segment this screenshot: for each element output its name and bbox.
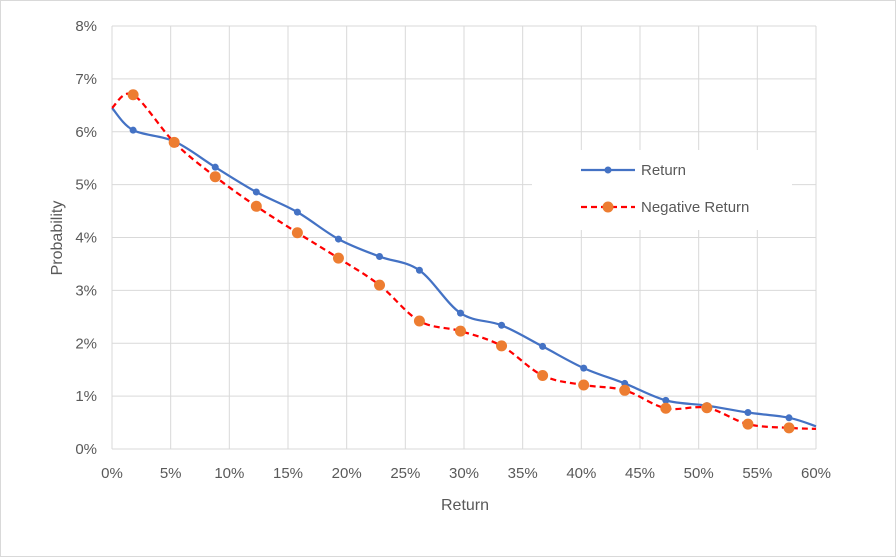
legend-label-return: Return bbox=[641, 162, 686, 179]
y-tick-label: 8% bbox=[75, 18, 97, 35]
data-point bbox=[129, 126, 137, 134]
x-tick-label: 50% bbox=[684, 465, 714, 482]
legend-label-negative-return: Negative Return bbox=[641, 199, 749, 216]
x-tick-label: 10% bbox=[214, 465, 244, 482]
data-point bbox=[413, 315, 425, 327]
x-tick-label: 60% bbox=[801, 465, 831, 482]
data-point bbox=[334, 235, 342, 243]
data-point bbox=[578, 379, 590, 391]
grid bbox=[111, 25, 817, 450]
x-tick-label: 55% bbox=[742, 465, 772, 482]
data-point bbox=[456, 309, 464, 317]
data-point bbox=[454, 325, 466, 337]
data-point bbox=[211, 163, 219, 171]
data-point bbox=[209, 171, 221, 183]
y-tick-label: 4% bbox=[75, 230, 97, 247]
data-point bbox=[374, 279, 386, 291]
x-tick-label: 35% bbox=[508, 465, 538, 482]
data-point bbox=[127, 89, 139, 101]
data-point bbox=[291, 227, 303, 239]
y-tick-label: 2% bbox=[75, 335, 97, 352]
y-tick-label: 3% bbox=[75, 282, 97, 299]
x-tick-label: 15% bbox=[273, 465, 303, 482]
x-tick-label: 5% bbox=[160, 465, 182, 482]
x-tick-labels: 0% 5% 10% 15% 20% 25% 30% 35% 40% 45% 50% 55% 60% bbox=[101, 465, 831, 482]
y-tick-labels: 0% 1% 2% 3% 4% 5% 6% 7% 8% bbox=[75, 18, 97, 458]
data-point bbox=[498, 321, 506, 329]
data-point bbox=[537, 370, 549, 382]
series-negative-return bbox=[111, 89, 817, 434]
x-tick-label: 25% bbox=[390, 465, 420, 482]
data-point bbox=[660, 402, 672, 414]
data-point bbox=[580, 364, 588, 372]
data-point bbox=[783, 422, 795, 434]
data-point bbox=[332, 252, 344, 264]
data-point bbox=[496, 340, 508, 352]
y-axis-title: Probability bbox=[49, 201, 66, 276]
legend-marker-negative-return bbox=[602, 201, 614, 213]
y-tick-label: 0% bbox=[75, 441, 97, 458]
y-tick-label: 1% bbox=[75, 388, 97, 405]
data-point bbox=[168, 136, 180, 148]
y-tick-label: 7% bbox=[75, 71, 97, 88]
data-point bbox=[250, 200, 262, 212]
data-point bbox=[293, 208, 301, 216]
x-axis-title: Return bbox=[441, 497, 489, 514]
y-tick-label: 5% bbox=[75, 177, 97, 194]
data-point bbox=[376, 253, 384, 261]
x-tick-label: 40% bbox=[566, 465, 596, 482]
data-point bbox=[744, 409, 752, 417]
data-point bbox=[539, 342, 547, 350]
legend: Return Negative Return bbox=[532, 150, 792, 230]
data-point bbox=[785, 414, 793, 422]
legend-marker-return bbox=[604, 166, 612, 174]
series-layer bbox=[111, 89, 817, 434]
data-point bbox=[415, 266, 423, 274]
legend-background bbox=[532, 150, 792, 230]
data-point bbox=[619, 384, 631, 396]
data-point bbox=[742, 418, 754, 430]
data-point bbox=[252, 188, 260, 196]
x-tick-label: 0% bbox=[101, 465, 123, 482]
x-tick-label: 20% bbox=[332, 465, 362, 482]
x-tick-label: 45% bbox=[625, 465, 655, 482]
y-tick-label: 6% bbox=[75, 124, 97, 141]
x-tick-label: 30% bbox=[449, 465, 479, 482]
data-point bbox=[701, 402, 713, 414]
data-point bbox=[662, 396, 670, 404]
